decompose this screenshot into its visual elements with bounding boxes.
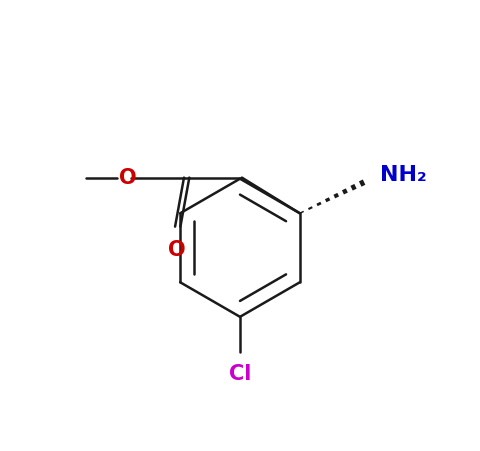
Text: Cl: Cl xyxy=(229,364,251,384)
Text: O: O xyxy=(120,168,137,188)
Text: NH₂: NH₂ xyxy=(380,166,427,185)
Text: O: O xyxy=(168,240,186,260)
